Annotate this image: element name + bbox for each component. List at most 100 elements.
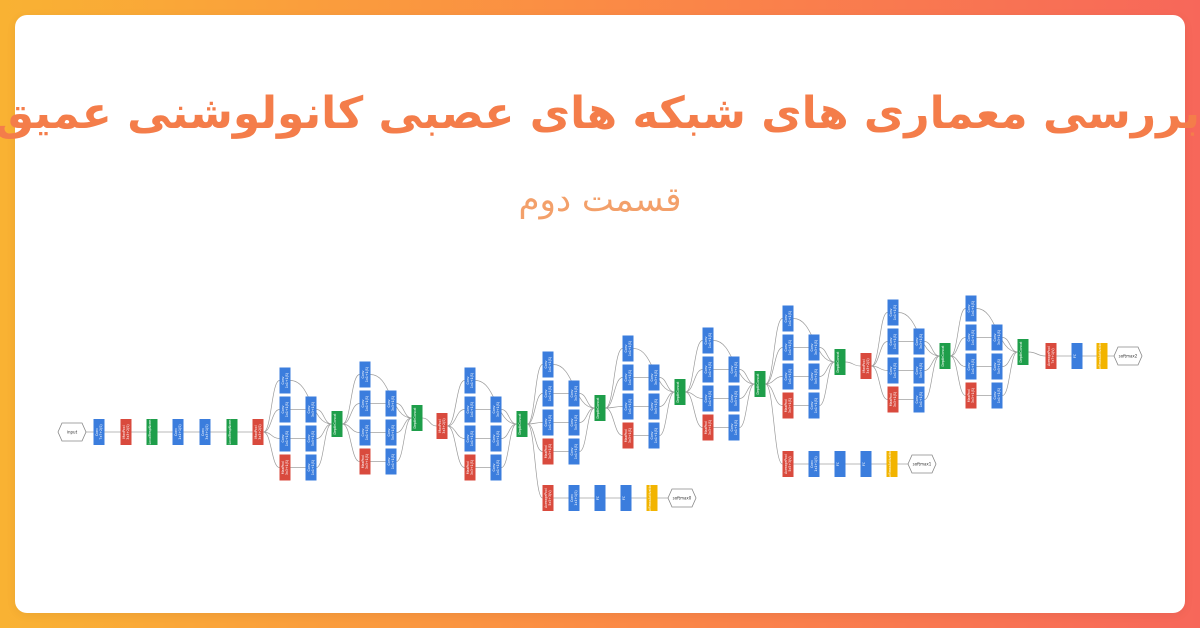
node-label: Conv1x1+1(S) (466, 373, 474, 388)
node-conv: Conv3x3+1(S) (305, 396, 317, 423)
node-label: FC (862, 461, 866, 466)
node-conv: Conv1x1+1(S) (359, 419, 371, 446)
node-conv: Conv1x1+1(S) (622, 335, 634, 362)
page-subtitle: قسمت دوم (518, 180, 682, 220)
node-label: Conv1x1+1(S) (784, 369, 792, 384)
node-norm: LocalRespNorm (146, 419, 158, 445)
edge (871, 341, 888, 367)
node-conv: Conv3x3+1(S) (728, 356, 740, 383)
node-concat: DepthConcat (834, 349, 846, 375)
node-pool: MaxPool3x3+1(S) (782, 392, 794, 419)
edge (605, 348, 623, 409)
node-label: Conv3x3+1(S) (387, 396, 395, 411)
edge (342, 423, 360, 433)
node-pool: AveragePool5x5+3(V) (782, 451, 794, 477)
content-card (15, 15, 1185, 613)
edge (950, 355, 966, 396)
node-conv: Conv5x5+1(S) (991, 353, 1003, 380)
node-conv: Conv1x1+1(S) (279, 396, 291, 423)
edge (605, 407, 623, 436)
node-label: Conv1x1+1(S) (889, 363, 897, 378)
node-label: Conv1x1+1(S) (544, 386, 552, 401)
node-concat: DepthConcat (516, 411, 528, 437)
node-label: Conv1x1+1(S) (361, 425, 369, 440)
node-concat: DepthConcat (754, 371, 766, 397)
node-concat: DepthConcat (594, 395, 606, 421)
node-conv: Conv7x7+2(S) (93, 419, 105, 445)
node-pool: MaxPool3x3+1(S) (965, 382, 977, 409)
node-label: Conv1x1+1(S) (993, 388, 1001, 403)
node-label: LocalRespNorm (228, 420, 232, 445)
node-label: MaxPool3x3+2(S) (254, 424, 262, 439)
edge (845, 361, 861, 367)
node-label: AveragePool5x5+3(V) (544, 488, 552, 508)
node-label: Conv1x1+1(S) (174, 424, 182, 439)
node-conv: Conv1x1+1(S) (464, 425, 476, 452)
node-label: LocalRespNorm (148, 420, 152, 445)
node-label: DepthConcat (676, 381, 680, 403)
node-norm: LocalRespNorm (226, 419, 238, 445)
edge (501, 423, 517, 468)
node-label: MaxPool3x3+1(S) (704, 420, 712, 435)
node-conv: Conv1x1+1(S) (305, 454, 317, 481)
node-conv: Conv1x1+1(S) (490, 454, 502, 481)
node-conv: Conv3x3+1(S) (199, 419, 211, 445)
node-label: Conv3x3+1(S) (201, 424, 209, 439)
node-conv: FC (860, 451, 872, 477)
node-label: Conv1x1+1(S) (466, 402, 474, 417)
diagram-nodes: input Conv7x7+2(S) MaxPool3x3+2(S) LocalRes… (57, 295, 1143, 513)
node-conv: Conv1x1+1(S) (782, 363, 794, 390)
node-label: Conv1x1+1(S) (387, 454, 395, 469)
node-label: Conv5x5+1(S) (650, 399, 658, 414)
node-label: MaxPool3x3+1(S) (466, 460, 474, 475)
node-term: softmax1 (907, 454, 937, 474)
node-label: Conv1x1+1(S) (730, 420, 738, 435)
node-term: softmax0 (667, 488, 697, 508)
node-label: Conv1x1+1(S) (361, 396, 369, 411)
node-conv: Conv1x1+1(S) (782, 334, 794, 361)
node-conv: Conv1x1+1(S) (702, 327, 714, 354)
edge (950, 337, 966, 357)
node-conv: Conv1x1+1(S) (464, 367, 476, 394)
node-conv: Conv1x1+1(S) (808, 451, 820, 477)
node-conv: FC (1071, 343, 1083, 369)
node-label: Conv1x1+1(S) (544, 415, 552, 430)
edge (685, 391, 703, 399)
node-conv: Conv1x1+1(S) (782, 305, 794, 332)
node-label: input (67, 430, 78, 435)
node-conv: Conv5x5+1(S) (490, 425, 502, 452)
edge (527, 422, 543, 425)
node-label: Conv5x5+1(S) (570, 415, 578, 430)
edge (871, 365, 888, 400)
node-label: MaxPool3x3+2(S) (862, 358, 870, 373)
page-title: بررسی معماری های شبکه های عصبی کانولوشنی… (0, 88, 1200, 139)
node-conv: Conv5x5+1(S) (648, 393, 660, 420)
node-label: Conv1x1+1(S) (570, 444, 578, 459)
node-pool: MaxPool3x3+2(S) (252, 419, 264, 445)
node-conv: Conv1x1+1(S) (279, 367, 291, 394)
edge (871, 365, 888, 371)
node-conv: Conv1x1+1(S) (622, 364, 634, 391)
node-label: Conv3x3+1(S) (650, 370, 658, 385)
node-conv: Conv3x3+1(S) (991, 324, 1003, 351)
edge (263, 409, 280, 433)
node-label: SoftmaxActivation (648, 483, 652, 512)
node-label: Conv1x1+1(S) (624, 370, 632, 385)
node-conv: Conv1x1+1(S) (622, 393, 634, 420)
node-label: Conv1x1+1(S) (704, 391, 712, 406)
node-conv: Conv3x3+1(S) (568, 380, 580, 407)
node-label: Conv3x3+1(S) (730, 362, 738, 377)
node-concat: DepthConcat (674, 379, 686, 405)
node-conv: Conv5x5+1(S) (913, 357, 925, 384)
edge (605, 377, 623, 409)
node-conv: FC (620, 485, 632, 511)
node-pool: MaxPool3x3+1(S) (279, 454, 291, 481)
node-label: Conv5x5+1(S) (993, 359, 1001, 374)
edge (1028, 351, 1046, 357)
edge (263, 380, 280, 433)
edge (579, 407, 595, 452)
node-conv: Conv5x5+1(S) (385, 419, 397, 446)
diagram-edges (85, 308, 1114, 499)
node-conv: Conv1x1+1(S) (542, 409, 554, 436)
node-label: Conv5x5+1(S) (810, 369, 818, 384)
